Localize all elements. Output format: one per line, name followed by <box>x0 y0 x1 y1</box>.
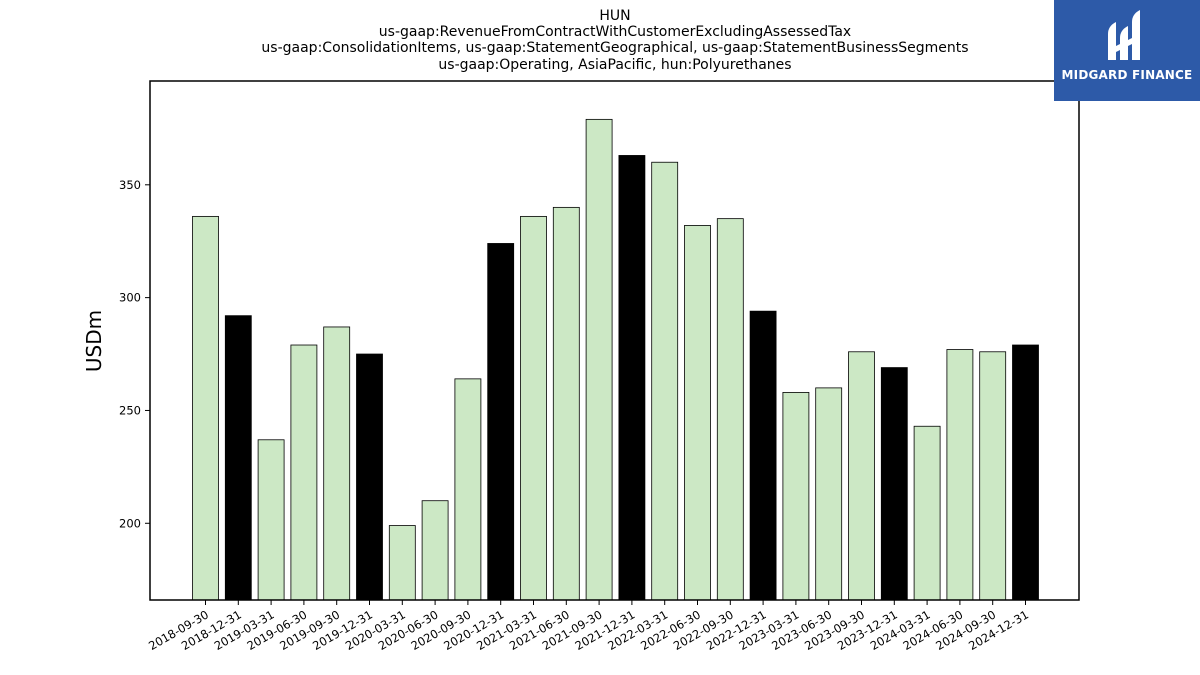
bar-2018-09-30 <box>192 215 219 601</box>
y-tick-label: 300 <box>119 291 141 305</box>
chart-title-line-2: us-gaap:RevenueFromContractWithCustomerE… <box>379 24 851 40</box>
bars-group <box>192 118 1039 601</box>
bar-2019-06-30 <box>290 344 318 601</box>
y-tick-label: 250 <box>119 403 141 417</box>
bar-2020-09-30 <box>454 378 482 601</box>
chart-title-line-3: us-gaap:ConsolidationItems, us-gaap:Stat… <box>261 40 968 56</box>
bar-2019-03-31 <box>257 439 285 601</box>
bar-2022-03-31 <box>651 161 679 601</box>
bar-2022-09-30 <box>716 218 744 601</box>
y-tick-label: 200 <box>119 516 141 530</box>
chart-title: HUN us-gaap:RevenueFromContractWithCusto… <box>261 8 968 73</box>
logo-mark-icon <box>1108 10 1140 60</box>
bar-2019-12-31 <box>356 353 383 601</box>
y-axis-label: USDm <box>82 310 106 372</box>
bar-2024-12-31 <box>1012 344 1039 601</box>
bar-2024-06-30 <box>946 349 974 601</box>
bar-2020-12-31 <box>487 243 515 601</box>
bar-2023-03-31 <box>782 391 810 601</box>
bar-2021-06-30 <box>552 206 580 601</box>
bar-2018-12-31 <box>224 315 252 601</box>
bar-2021-09-30 <box>585 118 613 601</box>
bar-2021-12-31 <box>618 155 646 601</box>
bar-2020-06-30 <box>421 500 449 601</box>
bar-2019-09-30 <box>323 326 351 601</box>
bar-2023-09-30 <box>848 351 875 601</box>
chart-title-line-4: us-gaap:Operating, AsiaPacific, hun:Poly… <box>438 57 791 73</box>
plot-frame <box>149 80 1080 601</box>
y-tick-label: 350 <box>119 178 141 192</box>
brand-logo: MIDGARD FINANCE <box>1054 0 1200 101</box>
y-axis: 200 250 300 350 <box>119 178 150 530</box>
bar-2024-03-31 <box>913 425 941 601</box>
bar-2022-06-30 <box>684 225 711 601</box>
bar-2021-03-31 <box>520 215 547 601</box>
bar-2023-12-31 <box>880 367 908 601</box>
bar-2024-09-30 <box>979 351 1007 601</box>
chart-title-line-1: HUN <box>599 8 630 24</box>
bar-2022-12-31 <box>749 310 777 601</box>
x-axis: 2018-09-302018-12-312019-03-312019-06-30… <box>146 600 1031 653</box>
logo-text: MIDGARD FINANCE <box>1061 68 1193 82</box>
bar-2023-06-30 <box>815 387 843 601</box>
bar-2020-03-31 <box>388 525 416 601</box>
